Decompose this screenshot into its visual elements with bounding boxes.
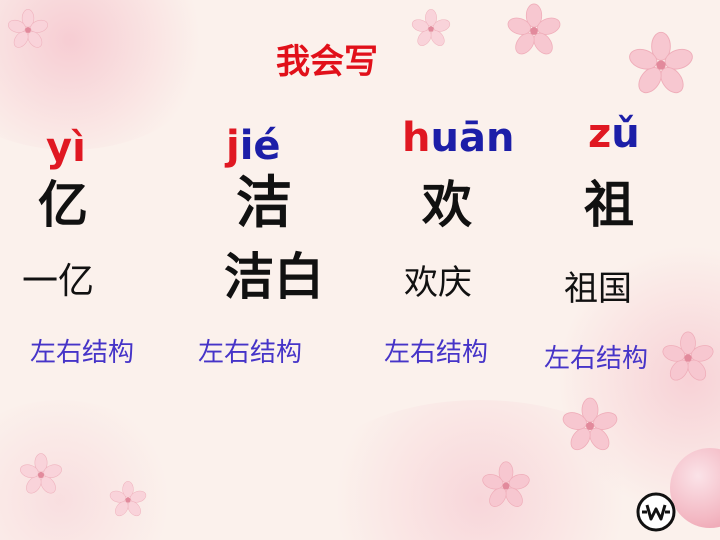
structure-label: 左右结构 xyxy=(198,338,303,368)
pinyin-initial: h xyxy=(402,115,431,161)
pinyin-final: ǔ xyxy=(611,111,640,157)
blossom-icon xyxy=(562,397,618,451)
blossom-icon xyxy=(20,453,62,494)
emblem-icon xyxy=(636,492,676,532)
character-zu: 祖 xyxy=(584,176,634,234)
word-huanqing: 欢庆 xyxy=(404,263,472,303)
blossom-icon xyxy=(482,461,530,507)
pinyin-final: uān xyxy=(430,115,515,161)
character-huan: 欢 xyxy=(422,176,472,234)
pinyin-huan: huān xyxy=(402,118,514,158)
slide-title: 我会写 xyxy=(276,42,378,82)
word-jiebai: 洁白 xyxy=(224,248,324,306)
pinyin-final: ì xyxy=(72,125,86,171)
pinyin-initial: j xyxy=(226,123,240,169)
blossom-icon xyxy=(411,9,451,46)
structure-label: 左右结构 xyxy=(30,338,135,368)
blossom-icon xyxy=(507,3,561,55)
pinyin-yi: yì xyxy=(46,128,86,168)
pinyin-final: ié xyxy=(239,123,281,169)
pinyin-initial: z xyxy=(588,111,612,157)
blossom-icon xyxy=(7,9,49,48)
word-zuguo: 祖国 xyxy=(564,269,632,309)
pinyin-initial: y xyxy=(46,125,73,171)
structure-label: 左右结构 xyxy=(544,344,649,374)
pinyin-zu: zǔ xyxy=(588,114,640,154)
blossom-icon xyxy=(629,31,693,94)
character-yi: 亿 xyxy=(38,176,88,234)
pinyin-jie: jié xyxy=(226,126,281,166)
blossom-icon xyxy=(662,331,714,381)
word-yiyi: 一亿 xyxy=(22,261,95,302)
character-jie: 洁 xyxy=(236,171,292,236)
structure-label: 左右结构 xyxy=(384,338,489,368)
blossom-icon xyxy=(109,481,147,517)
